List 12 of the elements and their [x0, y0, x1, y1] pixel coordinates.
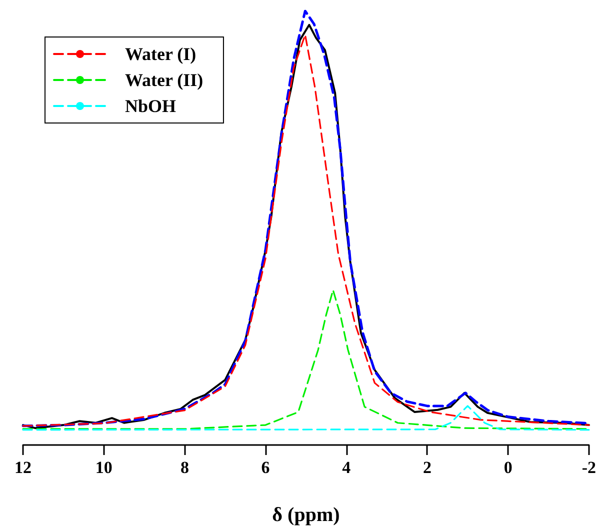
x-tick-label: 8 — [180, 458, 189, 477]
x-tick-label: 10 — [95, 458, 112, 477]
x-tick-label: 0 — [504, 458, 512, 477]
x-tick-label: -2 — [582, 458, 596, 477]
x-tick-label: 4 — [342, 458, 352, 477]
x-tick-label: 2 — [422, 458, 432, 477]
x-tick-label: 6 — [261, 458, 270, 477]
x-axis-title: δ (ppm) — [272, 504, 340, 526]
legend-label: NbOH — [125, 96, 176, 116]
legend-label: Water (II) — [125, 70, 204, 90]
x-tick-label: 12 — [14, 458, 32, 477]
legend-label: Water (I) — [125, 44, 196, 64]
